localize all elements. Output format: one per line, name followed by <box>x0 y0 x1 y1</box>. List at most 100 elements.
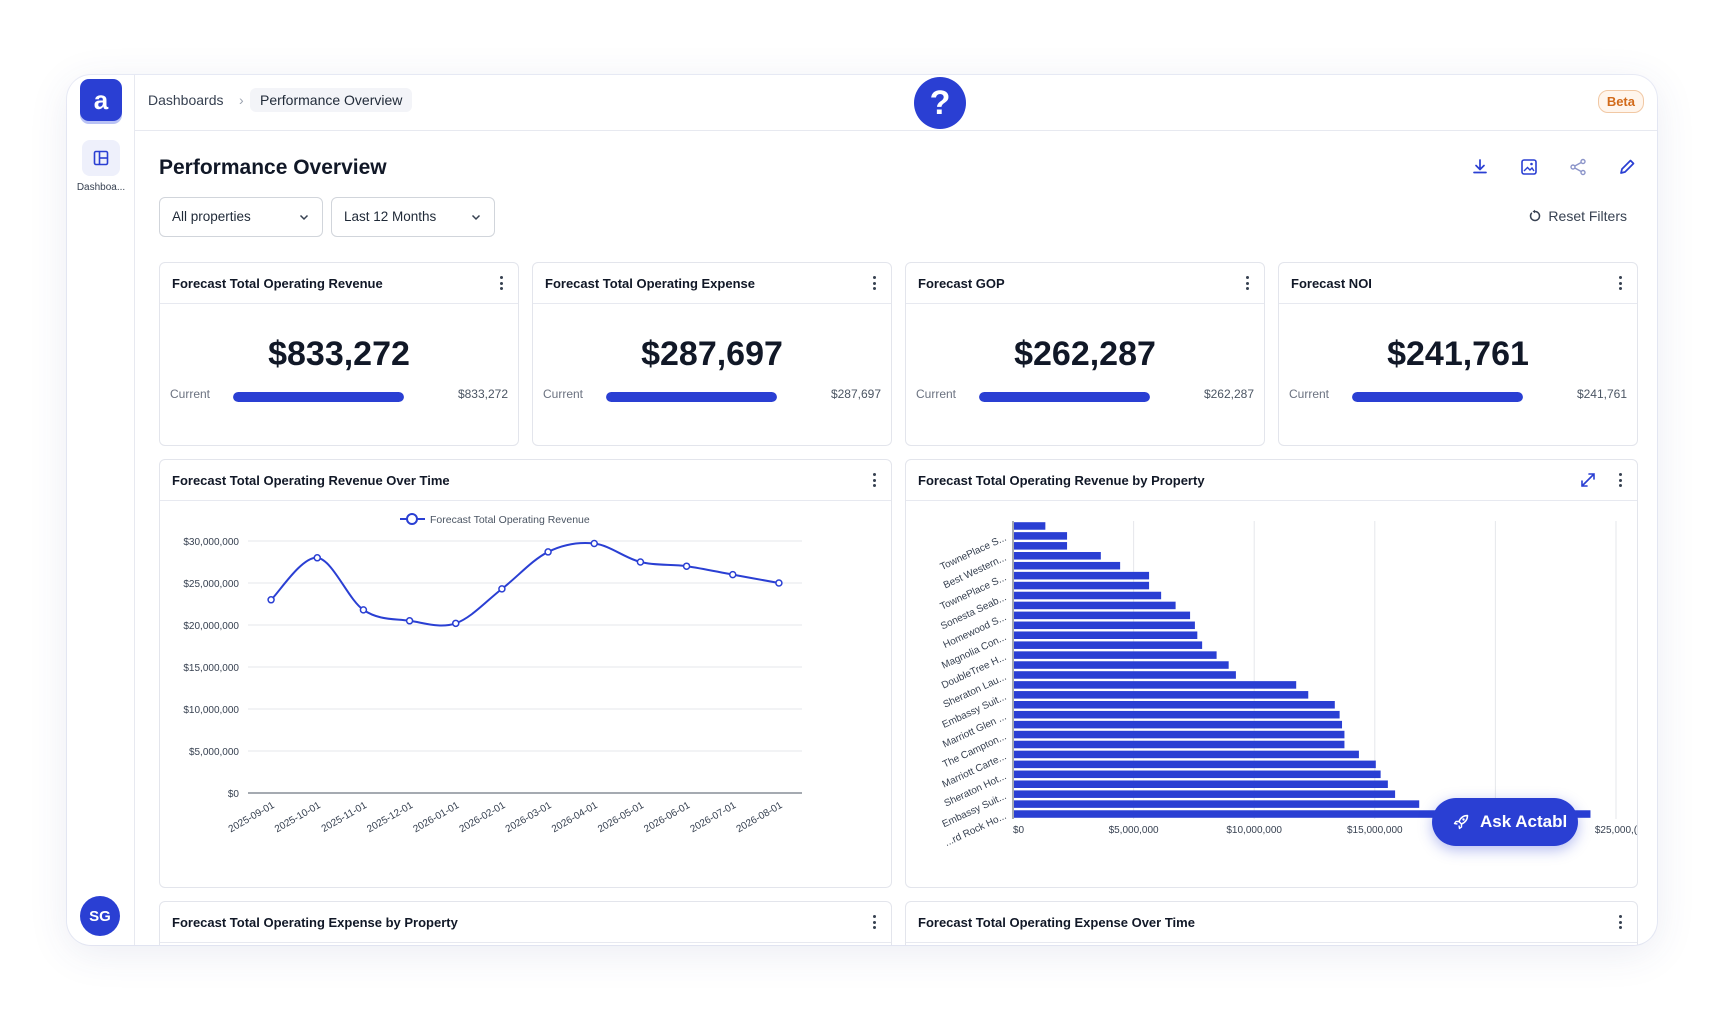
bar <box>1014 681 1297 689</box>
app-logo[interactable]: a <box>80 79 122 121</box>
data-point <box>498 585 506 593</box>
more-options-icon[interactable] <box>871 473 877 487</box>
kpi-progress-fill <box>233 392 404 402</box>
x-tick-label: $25,000,( <box>1595 825 1637 836</box>
download-icon[interactable] <box>1468 155 1492 179</box>
bar <box>1014 780 1388 788</box>
bar <box>1014 532 1068 540</box>
x-tick-label: 2026-03-01 <box>504 800 554 835</box>
y-tick-label: $15,000,000 <box>183 663 239 674</box>
kpi-progress-bar <box>979 392 1150 402</box>
reset-filters-button[interactable]: Reset Filters <box>1528 208 1627 224</box>
revenue-by-property-panel: Forecast Total Operating Revenue by Prop… <box>905 459 1638 888</box>
bar <box>1014 661 1229 669</box>
x-tick-label: $15,000,000 <box>1347 825 1403 836</box>
expense-over-time-panel: Forecast Total Operating Expense Over Ti… <box>905 901 1638 945</box>
bar <box>1014 651 1217 659</box>
data-point <box>359 606 368 614</box>
bar <box>1014 740 1345 749</box>
period-filter-select[interactable]: Last 12 Months <box>331 197 495 237</box>
kpi-current-value: $287,697 <box>830 387 881 401</box>
chevron-down-icon <box>471 214 481 221</box>
rocket-icon <box>1453 814 1469 830</box>
expand-icon[interactable] <box>1579 471 1597 489</box>
y-tick-label: $0 <box>228 789 240 800</box>
more-options-icon[interactable] <box>871 915 877 929</box>
data-point <box>313 554 321 562</box>
bar <box>1014 810 1591 818</box>
bar <box>1014 671 1236 679</box>
edit-icon[interactable] <box>1615 155 1639 179</box>
more-options-icon[interactable] <box>1617 473 1623 487</box>
kpi-value: $833,272 <box>268 335 410 373</box>
data-point <box>452 619 460 628</box>
data-point <box>636 558 645 566</box>
reset-icon <box>1530 209 1541 222</box>
breadcrumb-root[interactable]: Dashboards <box>148 92 224 108</box>
help-button[interactable]: ? <box>914 77 966 129</box>
app-window: a Dashboa... SG Dashboards › Performance… <box>67 75 1657 945</box>
x-tick-label: $0 <box>1013 825 1025 836</box>
kpi-current-label: Current <box>916 387 957 401</box>
share-icon[interactable] <box>1566 155 1590 179</box>
expense-by-property-panel: Forecast Total Operating Expense by Prop… <box>159 901 892 945</box>
bar <box>1014 760 1376 769</box>
bar <box>1014 591 1162 600</box>
property-filter-select[interactable]: All properties <box>159 197 323 237</box>
data-point <box>405 617 414 625</box>
kpi-current-label: Current <box>543 387 584 401</box>
more-options-icon[interactable] <box>498 276 504 290</box>
panel-title: Forecast Total Operating Expense Over Ti… <box>918 915 1195 930</box>
x-tick-label: 2026-06-01 <box>642 800 692 835</box>
panel-title: Forecast Total Operating Revenue by Prop… <box>918 473 1205 488</box>
kpi-current-value: $241,761 <box>1576 387 1627 401</box>
bar <box>1014 701 1335 709</box>
bar <box>1014 720 1343 729</box>
kpi-current-value: $262,287 <box>1203 387 1254 401</box>
kpi-title: Forecast Total Operating Revenue <box>172 276 383 291</box>
bar <box>1014 790 1396 798</box>
more-options-icon[interactable] <box>1617 915 1623 929</box>
panel-title: Forecast Total Operating Expense by Prop… <box>172 915 458 930</box>
sidebar-item-dashboards[interactable] <box>82 140 120 176</box>
kpi-card-revenue: Forecast Total Operating Revenue $833,27… <box>159 262 519 446</box>
kpi-current-label: Current <box>1289 387 1330 401</box>
kpi-card-expense: Forecast Total Operating Expense $287,69… <box>532 262 892 446</box>
y-tick-label: $10,000,000 <box>183 705 239 716</box>
image-icon[interactable] <box>1517 155 1541 179</box>
kpi-progress-bar <box>233 392 404 402</box>
x-tick-label: 2025-10-01 <box>273 800 323 835</box>
bar <box>1014 561 1121 570</box>
top-bar: Dashboards › Performance Overview ? Beta <box>135 75 1657 131</box>
property-filter-value: All properties <box>172 209 251 224</box>
x-tick-label: 2026-07-01 <box>688 800 738 835</box>
revenue-line-chart: $0 $5,000,000 $10,000,000 $15,000,000 $20,00… <box>183 513 802 835</box>
bar <box>1014 552 1101 560</box>
data-point <box>729 570 737 579</box>
page-title: Performance Overview <box>159 156 387 179</box>
kpi-progress-bar <box>1352 392 1523 402</box>
kpi-card-gop: Forecast GOP $262,287 Current $262,287 <box>905 262 1265 446</box>
bar <box>1014 581 1150 590</box>
ask-actabl-button[interactable]: Ask Actabl <box>1432 798 1578 846</box>
series-line <box>270 542 780 627</box>
data-point <box>775 579 783 587</box>
x-tick-label: 2026-01-01 <box>411 800 461 835</box>
user-avatar[interactable]: SG <box>80 896 120 936</box>
data-point <box>544 548 552 556</box>
sidebar-item-label[interactable]: Dashboa... <box>76 182 126 193</box>
y-tick-label: $25,000,000 <box>183 579 239 590</box>
panel-title: Forecast Total Operating Revenue Over Ti… <box>172 473 450 488</box>
kpi-card-noi: Forecast NOI $241,761 Current $241,761 <box>1278 262 1638 446</box>
bar <box>1014 571 1150 580</box>
more-options-icon[interactable] <box>1244 276 1250 290</box>
reset-filters-label: Reset Filters <box>1548 208 1627 224</box>
bar <box>1014 800 1420 808</box>
x-tick-label: 2025-11-01 <box>320 800 370 835</box>
kpi-progress-fill <box>1352 392 1523 402</box>
period-filter-value: Last 12 Months <box>344 209 437 224</box>
kpi-title: Forecast Total Operating Expense <box>545 276 755 291</box>
more-options-icon[interactable] <box>871 276 877 290</box>
breadcrumb-separator-icon: › <box>239 92 244 108</box>
more-options-icon[interactable] <box>1617 276 1623 290</box>
